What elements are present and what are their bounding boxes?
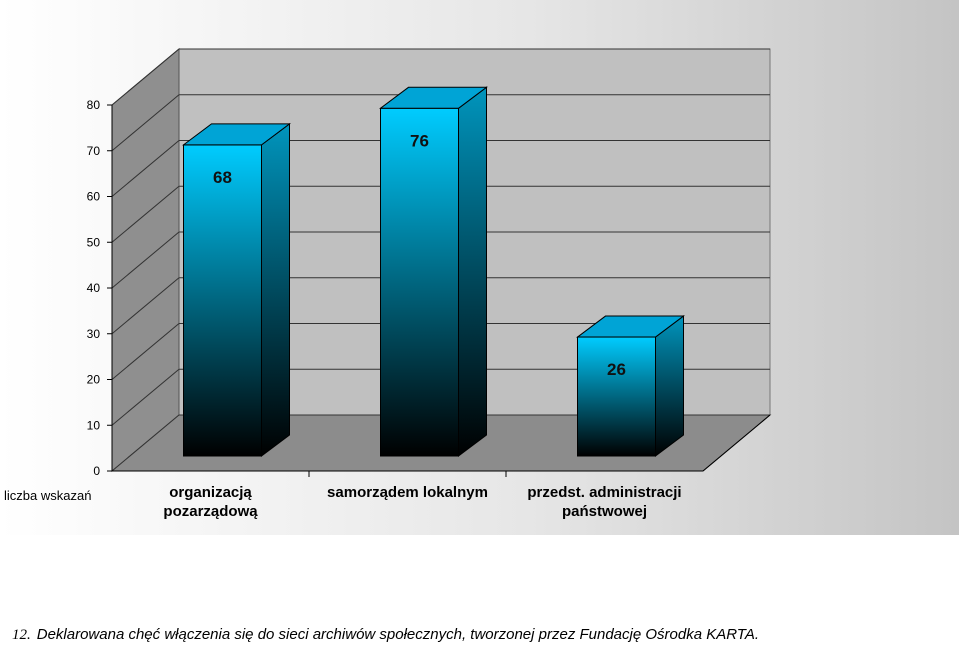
floor-edge (702, 414, 771, 472)
gridline-side (111, 368, 180, 426)
data-label: 26 (607, 360, 626, 379)
gridline-side (111, 277, 180, 335)
y-tick-label: 0 (93, 464, 100, 478)
gridline-side (111, 231, 180, 289)
y-tick-label: 70 (87, 144, 101, 158)
bar-front (577, 336, 656, 457)
y-tick-label: 20 (87, 373, 101, 387)
data-label: 76 (410, 131, 429, 150)
data-label: 68 (213, 168, 232, 187)
gridline-side (111, 323, 180, 380)
bar-top (181, 123, 292, 146)
gridline-side (111, 48, 180, 106)
figure-caption: 12. Deklarowana chęć włączenia się do sie… (12, 626, 952, 644)
bar-front (183, 144, 262, 457)
bar-top (576, 315, 685, 338)
x-tick-label: organizacją (169, 484, 252, 501)
bar-front (380, 107, 459, 457)
x-tick-label: państwowej (562, 503, 647, 520)
gridline-side (111, 94, 180, 152)
bar-chart: 0 10 20 30 40 50 60 70 80 68 organizacją pozarządow… (4, 47, 772, 520)
x-tick-label: samorządem lokalnym (327, 484, 488, 501)
y-tick-label: 10 (87, 418, 101, 432)
y-axis-label: liczba wskazań (4, 488, 91, 503)
y-tick-label: 30 (87, 327, 101, 341)
bar-side (458, 86, 487, 457)
bar-top (379, 86, 488, 109)
caption-number: 12. (12, 627, 31, 643)
gridline-side (111, 185, 180, 243)
bar-side (655, 315, 684, 457)
y-tick-label: 60 (87, 190, 101, 204)
y-tick-label: 40 (87, 281, 101, 295)
bar-side (261, 122, 290, 457)
x-tick-label: pozarządową (163, 503, 258, 520)
x-tick-label: przedst. administracji (527, 484, 681, 501)
y-tick-label: 80 (87, 98, 101, 112)
y-tick-label: 50 (87, 235, 101, 249)
caption-text: Deklarowana chęć włączenia się do sieci … (36, 626, 760, 643)
gridline-side (111, 140, 180, 197)
